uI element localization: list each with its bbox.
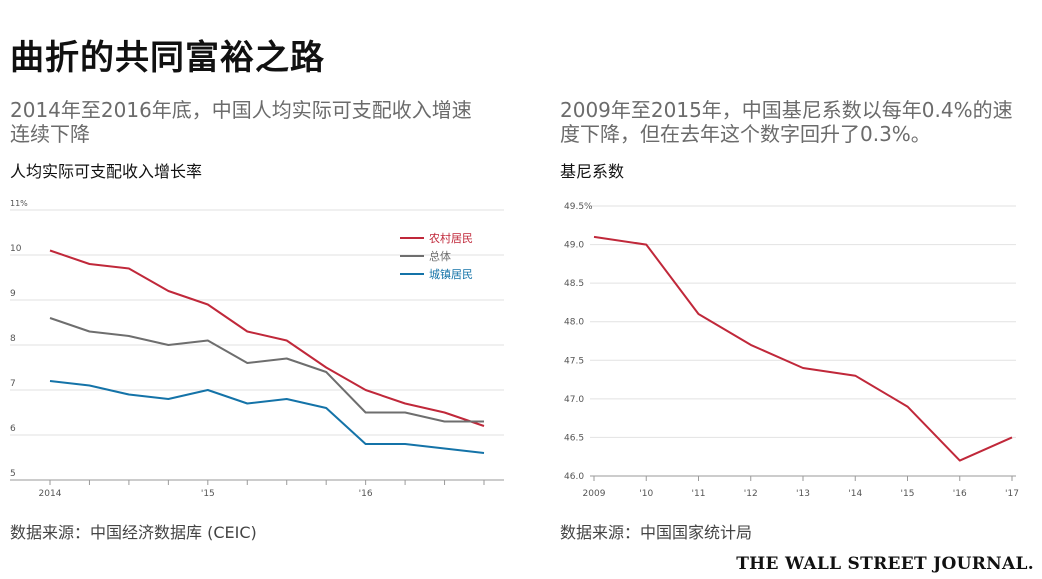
left-chart-title: 人均实际可支配收入增长率: [10, 162, 203, 181]
x-tick-label: '16: [359, 489, 373, 499]
y-tick-label: 47.0: [564, 395, 584, 405]
series-line: [593, 235, 1013, 462]
right-chart-title: 基尼系数: [560, 162, 625, 181]
y-tick-label: 47.5: [564, 356, 584, 366]
x-tick-label: 2009: [583, 489, 606, 499]
right-source: 数据来源：中国国家统计局: [560, 523, 753, 542]
wsj-logo: THE WALL STREET JOURNAL.: [736, 554, 1034, 574]
right-subtitle: 2009年至2015年，中国基尼系数以每年0.4%的速度下降，但在去年这个数字回…: [560, 98, 1013, 146]
left-subtitle: 2014年至2016年底，中国人均实际可支配收入增速连续下降: [10, 98, 472, 146]
legend-label: 农村居民: [429, 231, 473, 245]
y-tick-label: 48.5: [564, 279, 584, 289]
x-tick-label: 2014: [39, 489, 62, 499]
y-tick-label: 8: [10, 334, 16, 344]
left-source: 数据来源：中国经济数据库 (CEIC): [10, 523, 257, 542]
y-tick-label: 49.5%: [564, 202, 593, 212]
x-tick-label: '14: [848, 489, 862, 499]
y-tick-label: 46.0: [564, 472, 584, 482]
legend-label: 城镇居民: [429, 267, 473, 281]
y-tick-label: 7: [10, 379, 16, 389]
page-title: 曲折的共同富裕之路: [10, 38, 325, 78]
y-tick-label: 48.0: [564, 318, 584, 328]
legend-label: 总体: [429, 249, 451, 263]
y-tick-label: 6: [10, 424, 16, 434]
x-tick-label: '12: [744, 489, 758, 499]
x-tick-label: '13: [796, 489, 810, 499]
series-line: [49, 380, 485, 454]
x-tick-label: '15: [201, 489, 215, 499]
series-line: [49, 249, 485, 427]
y-tick-label: 10: [10, 244, 22, 254]
x-tick-label: '16: [953, 489, 967, 499]
x-tick-label: '17: [1005, 489, 1019, 499]
y-tick-label: 11%: [10, 199, 28, 208]
x-tick-label: '15: [901, 489, 915, 499]
x-tick-label: '11: [692, 489, 706, 499]
x-tick-label: '10: [639, 489, 653, 499]
series-line: [49, 317, 484, 423]
y-tick-label: 9: [10, 289, 16, 299]
y-tick-label: 46.5: [564, 433, 584, 443]
y-tick-label: 5: [10, 469, 16, 479]
y-tick-label: 49.0: [564, 241, 584, 251]
gini-chart: 46.0 46.5 47.0 47.5 48.0 48.5 49.0 49.5% 2009 '10…: [564, 202, 1019, 499]
